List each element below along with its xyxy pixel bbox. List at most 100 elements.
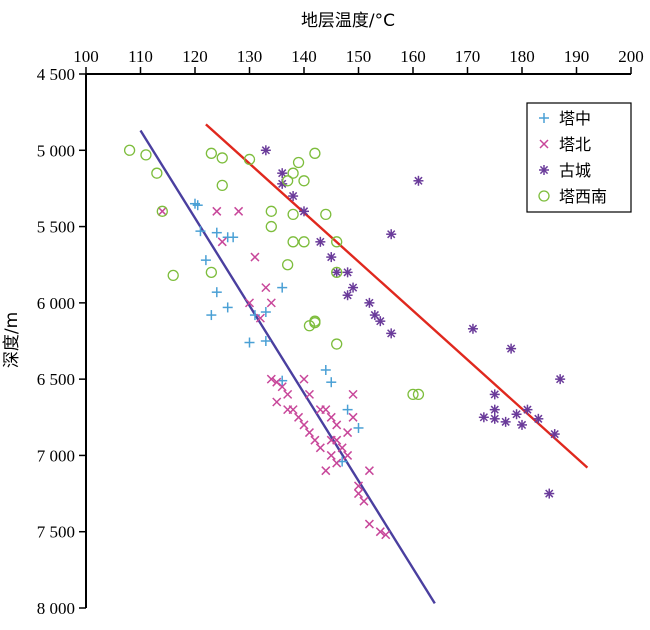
data-point <box>353 422 364 433</box>
data-point <box>288 191 299 202</box>
data-point <box>140 149 152 161</box>
data-point <box>250 252 260 262</box>
data-point <box>287 208 299 221</box>
y-tick-label: 5 500 <box>37 218 75 237</box>
data-point <box>348 389 358 399</box>
x-tick-label: 190 <box>564 47 590 66</box>
data-point <box>195 226 206 237</box>
data-point <box>157 206 167 216</box>
data-point <box>304 428 314 438</box>
x-tick-label: 160 <box>400 47 426 66</box>
data-point <box>489 389 500 400</box>
data-point <box>517 419 527 430</box>
data-point <box>234 206 244 216</box>
trend-lines <box>139 123 589 605</box>
data-point <box>304 389 314 399</box>
data-point <box>244 337 255 348</box>
data-point <box>337 443 347 453</box>
data-point <box>266 374 276 384</box>
data-point <box>359 496 369 506</box>
data-point <box>353 489 364 499</box>
data-point <box>321 405 331 415</box>
data-point <box>151 167 163 179</box>
data-point <box>310 435 320 445</box>
data-point <box>260 307 271 318</box>
data-point <box>200 255 211 266</box>
legend-marker <box>539 113 549 123</box>
data-point <box>217 237 227 247</box>
x-tick-label: 140 <box>291 47 317 66</box>
y-axis-title: 深度/m <box>2 312 22 368</box>
data-point <box>292 156 305 169</box>
data-point <box>265 205 277 217</box>
data-point <box>413 175 424 186</box>
data-point <box>321 466 331 476</box>
data-point <box>260 145 271 156</box>
data-point <box>332 420 342 430</box>
data-point <box>478 412 489 423</box>
data-point <box>299 206 309 217</box>
data-point <box>228 232 239 243</box>
legend-label: 塔中 <box>559 109 591 128</box>
data-point <box>277 382 287 392</box>
data-point <box>467 323 478 334</box>
legend-marker <box>539 139 549 149</box>
data-point <box>489 404 500 415</box>
data-point <box>315 236 326 247</box>
data-point <box>244 298 255 308</box>
data-point <box>287 236 299 248</box>
data-point <box>386 229 397 240</box>
data-point <box>331 338 343 350</box>
trend-line <box>139 129 436 605</box>
data-point <box>211 227 222 238</box>
data-point <box>364 519 374 529</box>
data-point <box>192 200 203 211</box>
data-point <box>255 313 265 323</box>
data-point <box>549 429 560 440</box>
data-point <box>555 374 566 385</box>
x-tick-label: 110 <box>128 47 153 66</box>
data-point <box>281 259 294 271</box>
data-point <box>489 413 500 424</box>
data-point <box>266 298 276 308</box>
data-point <box>265 220 277 233</box>
data-point <box>326 377 337 388</box>
legend-marker <box>538 190 550 202</box>
x-tick-label: 130 <box>237 47 263 66</box>
data-point <box>123 144 136 156</box>
data-point <box>211 287 222 298</box>
x-tick-label: 180 <box>509 47 535 66</box>
data-point <box>342 267 353 278</box>
data-point <box>298 236 310 248</box>
data-point <box>277 282 288 293</box>
data-point <box>315 443 325 453</box>
trend-line <box>205 123 589 469</box>
data-point <box>343 428 353 438</box>
data-point <box>320 364 331 375</box>
x-tick-label: 170 <box>455 47 481 66</box>
data-point <box>386 328 397 339</box>
data-point <box>511 409 522 420</box>
data-point <box>369 310 380 321</box>
data-point <box>353 481 364 491</box>
legend-label: 塔北 <box>559 135 591 154</box>
data-point <box>342 290 353 301</box>
data-point <box>375 316 386 327</box>
data-point <box>326 450 336 460</box>
data-point <box>205 266 218 278</box>
data-point <box>216 152 228 164</box>
data-point <box>348 282 359 293</box>
y-tick-label: 7 000 <box>37 446 75 465</box>
legend-marker <box>539 165 549 175</box>
data-point <box>299 374 309 384</box>
data-point <box>506 343 517 354</box>
data-point <box>375 527 385 537</box>
data-point <box>281 175 294 187</box>
data-point <box>331 236 343 248</box>
data-points <box>123 144 566 540</box>
data-point <box>407 388 419 401</box>
x-tick-label: 150 <box>346 47 372 66</box>
legend-label: 塔西南 <box>559 187 607 206</box>
